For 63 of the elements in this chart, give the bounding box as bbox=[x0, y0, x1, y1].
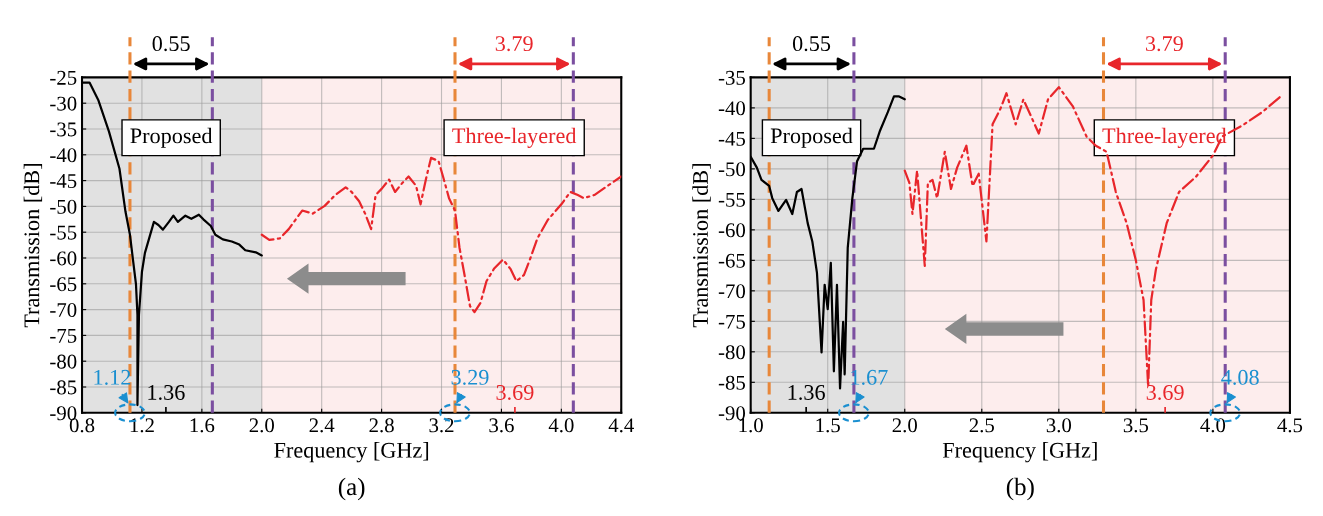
x-axis-title: Frequency [GHz] bbox=[942, 442, 1097, 463]
text: 3.79 bbox=[495, 36, 533, 52]
y-tick-label: -85 bbox=[50, 380, 77, 395]
y-tick-label: -40 bbox=[50, 148, 77, 163]
y-tick-label: -75 bbox=[50, 328, 77, 343]
text: (b) bbox=[1006, 477, 1034, 501]
y-tick-label: -75 bbox=[718, 314, 746, 329]
y-tick-label: -55 bbox=[718, 192, 746, 207]
y-tick-label: -55 bbox=[50, 225, 77, 240]
x-tick-label: 2.0 bbox=[892, 418, 917, 433]
x-tick-label: 3.0 bbox=[1046, 418, 1072, 433]
series-label: Three-layered bbox=[452, 127, 577, 148]
x-tick-label: 1.5 bbox=[816, 418, 840, 433]
text: 0.55 bbox=[792, 36, 831, 52]
y-axis-title: Transmission [dB] bbox=[692, 164, 711, 328]
y-tick-label: -70 bbox=[50, 302, 77, 318]
y-tick-label: -80 bbox=[50, 354, 77, 369]
annotation: 1.67 bbox=[851, 369, 888, 385]
y-tick-label: -50 bbox=[50, 199, 77, 214]
x-tick-label: 2.5 bbox=[969, 418, 994, 433]
text: 0.55 bbox=[152, 36, 190, 52]
y-tick-label: -60 bbox=[50, 251, 77, 266]
y-tick-label: -65 bbox=[718, 253, 746, 268]
x-tick-label: 3.2 bbox=[429, 418, 454, 433]
y-tick-label: -35 bbox=[50, 122, 77, 137]
y-tick-label: -80 bbox=[718, 345, 746, 360]
series-label: Proposed bbox=[770, 127, 853, 148]
x-tick-label: 1.6 bbox=[190, 418, 215, 433]
annotation: 3.29 bbox=[451, 369, 489, 385]
series-label: Proposed bbox=[130, 127, 213, 148]
y-tick-label: -45 bbox=[50, 174, 77, 189]
x-tick-label: 4.0 bbox=[1200, 418, 1226, 433]
x-tick-label: 4.4 bbox=[608, 418, 634, 433]
x-tick-label: 2.4 bbox=[309, 418, 335, 433]
x-tick-label: 4.5 bbox=[1277, 418, 1303, 433]
annotation: 3.69 bbox=[1146, 384, 1184, 400]
x-tick-label: 1.2 bbox=[130, 418, 154, 433]
annotation: 1.36 bbox=[148, 384, 185, 400]
y-tick-label: -70 bbox=[718, 284, 746, 299]
y-tick-label: -40 bbox=[718, 101, 746, 116]
x-axis-title: Frequency [GHz] bbox=[274, 442, 429, 463]
x-tick-label: 4.0 bbox=[548, 418, 574, 433]
text: (a) bbox=[338, 477, 365, 501]
series-label: Three-layered bbox=[1102, 127, 1227, 148]
y-tick-label: -35 bbox=[718, 70, 746, 85]
x-tick-label: 3.5 bbox=[1123, 418, 1149, 433]
annotation: 4.08 bbox=[1221, 369, 1259, 385]
annotation: 1.12 bbox=[94, 369, 131, 385]
y-tick-label: -65 bbox=[50, 277, 77, 292]
line-series bbox=[260, 156, 622, 314]
y-tick-label: -25 bbox=[50, 70, 77, 85]
x-tick-label: 2.0 bbox=[249, 418, 274, 433]
y-tick-label: -60 bbox=[718, 223, 746, 238]
x-tick-label: 3.6 bbox=[489, 418, 514, 433]
y-tick-label: -85 bbox=[718, 375, 746, 390]
annotation: 3.69 bbox=[496, 384, 534, 400]
y-tick-label: -45 bbox=[718, 131, 746, 146]
x-tick-label: 2.8 bbox=[369, 418, 394, 433]
annotation: 1.36 bbox=[788, 384, 825, 400]
y-tick-label: -50 bbox=[718, 162, 746, 177]
y-tick-label: -30 bbox=[50, 96, 77, 111]
y-axis-title: Transmission [dB] bbox=[23, 164, 43, 328]
text: 3.79 bbox=[1145, 36, 1183, 52]
